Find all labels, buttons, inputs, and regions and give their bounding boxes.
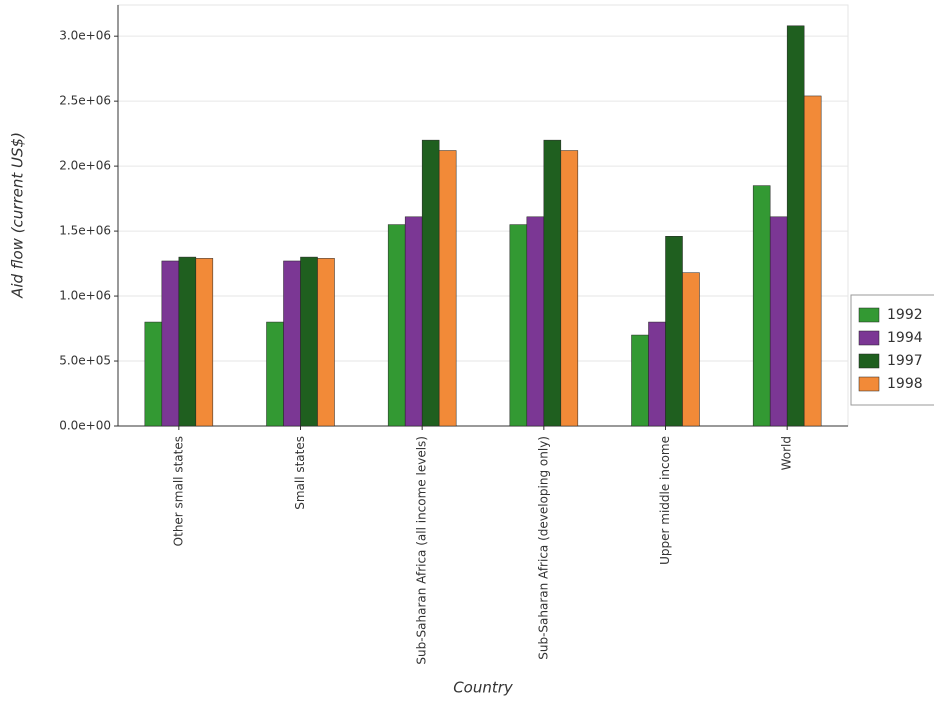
plot-area <box>117 4 849 427</box>
legend-swatch <box>858 330 880 346</box>
bar <box>404 216 423 427</box>
y-tick-label: 0.0e+00 <box>59 419 111 433</box>
bar <box>769 216 788 427</box>
bar <box>144 321 163 427</box>
x-tick-label: Upper middle income <box>658 436 672 565</box>
y-tick-label: 3.0e+06 <box>59 29 111 43</box>
bar <box>560 150 579 427</box>
bar <box>752 185 771 427</box>
x-axis-label: Country <box>453 679 514 697</box>
bar <box>543 139 562 427</box>
bar <box>266 321 284 427</box>
y-tick-label: 5.0e+05 <box>59 354 111 368</box>
legend-swatch <box>858 353 880 369</box>
bar <box>178 256 197 427</box>
bar <box>509 224 528 427</box>
y-tick-label: 2.0e+06 <box>59 159 111 173</box>
bar <box>665 236 683 427</box>
x-tick-label: Small states <box>293 436 307 510</box>
x-tick-label: Sub-Saharan Africa (all income levels) <box>415 436 429 665</box>
x-tick-label: Other small states <box>171 436 185 546</box>
legend-label: 1992 <box>887 307 923 323</box>
bar <box>300 256 318 427</box>
bar <box>803 95 822 427</box>
bar <box>317 258 335 427</box>
bar <box>161 260 180 427</box>
legend-swatch <box>858 307 880 323</box>
y-tick-label: 1.0e+06 <box>59 289 111 303</box>
bar <box>631 334 649 427</box>
bar <box>438 150 457 427</box>
y-axis-label: Aid flow (current US$) <box>9 132 27 299</box>
legend-swatch <box>858 376 880 392</box>
legend-label: 1998 <box>887 376 923 392</box>
y-tick-label: 1.5e+06 <box>59 224 111 238</box>
bar <box>283 260 301 427</box>
bar <box>387 224 406 427</box>
bar <box>648 321 666 427</box>
bar <box>526 216 545 427</box>
bar <box>786 25 805 427</box>
bar <box>421 139 440 427</box>
x-tick-label: World <box>780 436 794 470</box>
bar <box>682 272 700 427</box>
x-tick-label: Sub-Saharan Africa (developing only) <box>536 436 550 660</box>
y-tick-label: 2.5e+06 <box>59 94 111 108</box>
bar <box>195 258 214 427</box>
legend-label: 1994 <box>887 330 923 346</box>
legend-label: 1997 <box>887 353 923 369</box>
